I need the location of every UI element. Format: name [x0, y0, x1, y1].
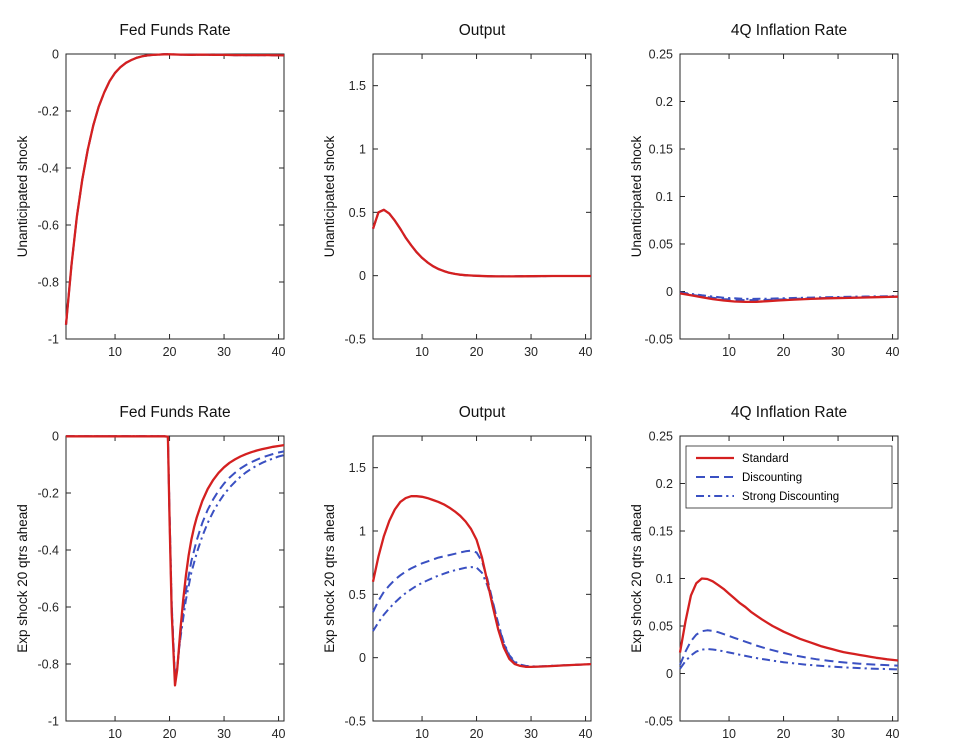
- svg-text:20: 20: [777, 727, 791, 741]
- svg-text:30: 30: [831, 727, 845, 741]
- panel-output-unanticipated: Output Unanticipated shock 10 20 30 40 1.5 1 0…: [315, 14, 605, 364]
- svg-text:-0.4: -0.4: [37, 544, 59, 558]
- svg-text:-0.2: -0.2: [37, 105, 59, 119]
- plot-canvas: 10 20 30 40 0.25 0.2 0.15 0.1 0.05 0 -0.05: [645, 48, 900, 360]
- svg-text:-0.05: -0.05: [645, 333, 674, 347]
- svg-text:Strong Discounting: Strong Discounting: [742, 491, 839, 503]
- svg-text:-0.05: -0.05: [645, 715, 674, 729]
- svg-text:20: 20: [470, 727, 484, 741]
- svg-text:0.25: 0.25: [649, 430, 673, 444]
- svg-text:10: 10: [108, 727, 122, 741]
- svg-text:Discounting: Discounting: [742, 472, 802, 484]
- svg-text:40: 40: [272, 345, 286, 359]
- svg-text:10: 10: [722, 727, 736, 741]
- panel-fed-funds-unanticipated: Fed Funds Rate Unanticipated shock 10 20 3…: [8, 14, 298, 364]
- svg-text:1.5: 1.5: [349, 79, 366, 93]
- svg-text:-0.6: -0.6: [37, 219, 59, 233]
- svg-text:-0.8: -0.8: [37, 276, 59, 290]
- panel-title: 4Q Inflation Rate: [730, 22, 848, 39]
- svg-text:0.05: 0.05: [649, 620, 673, 634]
- plot-canvas: 10 20 30 40 0 -0.2 -0.4 -0.6 -0.8 -1: [37, 48, 286, 360]
- svg-text:30: 30: [217, 345, 231, 359]
- svg-text:10: 10: [415, 727, 429, 741]
- svg-text:30: 30: [831, 345, 845, 359]
- svg-text:40: 40: [272, 727, 286, 741]
- panel-title: 4Q Inflation Rate: [730, 404, 848, 421]
- plot-canvas: 10 20 30 40 0 -0.2 -0.4 -0.6 -0.8 -1: [37, 430, 286, 742]
- svg-text:0.5: 0.5: [349, 588, 366, 602]
- svg-text:40: 40: [886, 727, 900, 741]
- svg-text:30: 30: [524, 345, 538, 359]
- svg-text:40: 40: [579, 345, 593, 359]
- panel-inflation-expected: 4Q Inflation Rate Exp shock 20 qtrs ahea…: [622, 396, 912, 746]
- plot-canvas: 10 20 30 40 0.25 0.2 0.15 0.1 0.05 0 -0.05 Standard…: [645, 430, 900, 742]
- svg-text:0: 0: [359, 269, 366, 283]
- panel-output-expected: Output Exp shock 20 qtrs ahead 10 20 30 40 1…: [315, 396, 605, 746]
- svg-text:20: 20: [163, 727, 177, 741]
- svg-text:0: 0: [52, 430, 59, 444]
- panel-title: Output: [458, 22, 506, 39]
- svg-text:-0.8: -0.8: [37, 658, 59, 672]
- svg-text:0.05: 0.05: [649, 238, 673, 252]
- svg-text:-0.5: -0.5: [344, 715, 366, 729]
- svg-text:-0.2: -0.2: [37, 487, 59, 501]
- svg-text:0.1: 0.1: [656, 190, 673, 204]
- svg-text:10: 10: [415, 345, 429, 359]
- plot-canvas: 10 20 30 40 1.5 1 0.5 0 -0.5: [344, 53, 593, 359]
- svg-text:10: 10: [722, 345, 736, 359]
- svg-text:-0.4: -0.4: [37, 162, 59, 176]
- panel-fed-funds-expected: Fed Funds Rate Exp shock 20 qtrs ahead 1…: [8, 396, 298, 746]
- svg-text:20: 20: [163, 345, 177, 359]
- panel-title: Fed Funds Rate: [119, 404, 231, 421]
- panel-title: Fed Funds Rate: [119, 22, 231, 39]
- svg-text:1.5: 1.5: [349, 461, 366, 475]
- svg-text:0.1: 0.1: [656, 572, 673, 586]
- svg-text:10: 10: [108, 345, 122, 359]
- panel-title: Output: [458, 404, 506, 421]
- svg-text:30: 30: [524, 727, 538, 741]
- svg-text:0.15: 0.15: [649, 143, 673, 157]
- panel-inflation-unanticipated: 4Q Inflation Rate Unanticipated shock 10…: [622, 14, 912, 364]
- svg-text:-1: -1: [48, 715, 59, 729]
- svg-text:40: 40: [579, 727, 593, 741]
- svg-text:0: 0: [666, 285, 673, 299]
- svg-text:0: 0: [359, 651, 366, 665]
- svg-text:20: 20: [777, 345, 791, 359]
- svg-text:-1: -1: [48, 333, 59, 347]
- svg-text:0.2: 0.2: [656, 477, 673, 491]
- svg-text:0.15: 0.15: [649, 525, 673, 539]
- svg-text:-0.5: -0.5: [344, 333, 366, 347]
- svg-text:0.25: 0.25: [649, 48, 673, 62]
- svg-text:1: 1: [359, 525, 366, 539]
- svg-text:0: 0: [52, 48, 59, 62]
- svg-text:0.2: 0.2: [656, 95, 673, 109]
- svg-text:20: 20: [470, 345, 484, 359]
- svg-text:Standard: Standard: [742, 453, 789, 465]
- plot-canvas: 10 20 30 40 1.5 1 0.5 0 -0.5: [344, 435, 593, 741]
- svg-text:0.5: 0.5: [349, 206, 366, 220]
- svg-text:-0.6: -0.6: [37, 601, 59, 615]
- svg-text:40: 40: [886, 345, 900, 359]
- svg-text:1: 1: [359, 143, 366, 157]
- svg-text:0: 0: [666, 667, 673, 681]
- svg-text:30: 30: [217, 727, 231, 741]
